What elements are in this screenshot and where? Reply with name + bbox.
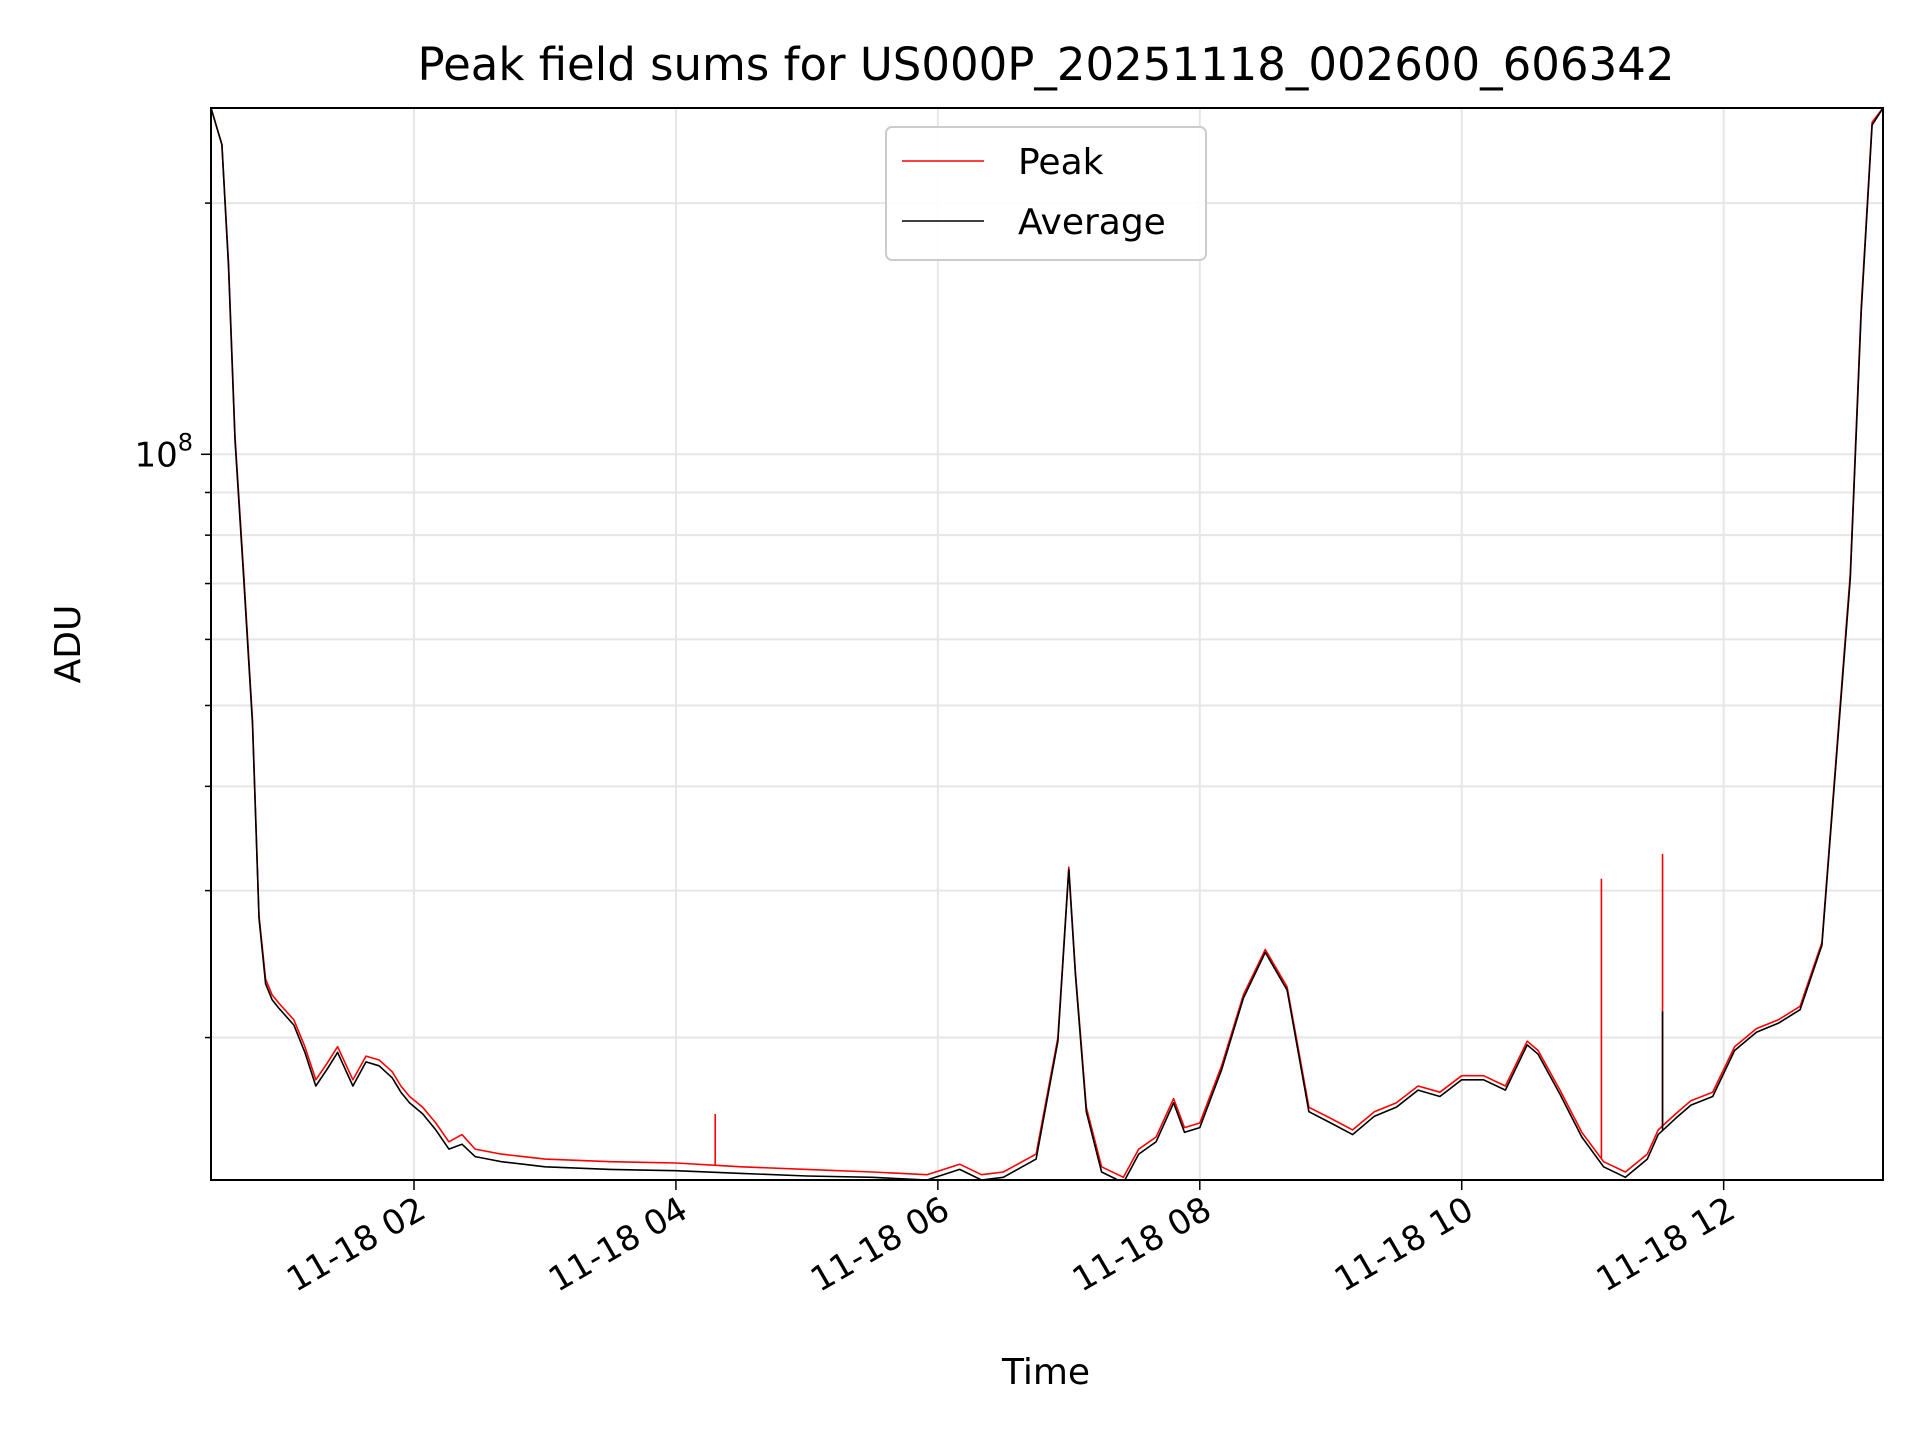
x-tick-label: 11-18 02 bbox=[280, 1189, 432, 1300]
y-tick-exponent: 8 bbox=[178, 428, 193, 456]
grid-lines bbox=[211, 108, 1883, 1180]
legend-label-peak: Peak bbox=[1018, 142, 1104, 183]
plot-frame bbox=[210, 107, 1884, 1181]
y-axis-label: ADU bbox=[48, 605, 89, 684]
series-line-peak bbox=[211, 108, 1883, 1179]
axis-ticks bbox=[201, 202, 1725, 1190]
series-line-average bbox=[211, 108, 1883, 1180]
x-tick-label: 11-18 08 bbox=[1066, 1189, 1218, 1300]
legend: Peak Average bbox=[885, 126, 1207, 261]
x-axis-label: Time bbox=[1001, 1352, 1090, 1393]
x-tick-label: 11-18 04 bbox=[542, 1189, 694, 1300]
legend-label-average: Average bbox=[1018, 202, 1166, 243]
x-tick-label: 11-18 06 bbox=[804, 1189, 956, 1300]
series-layer bbox=[211, 108, 1883, 1180]
x-tick-label: 11-18 12 bbox=[1590, 1189, 1742, 1300]
x-tick-label: 11-18 10 bbox=[1328, 1189, 1480, 1300]
y-tick-label: 108 bbox=[134, 428, 193, 475]
chart-title: Peak field sums for US000P_20251118_0026… bbox=[418, 38, 1675, 91]
